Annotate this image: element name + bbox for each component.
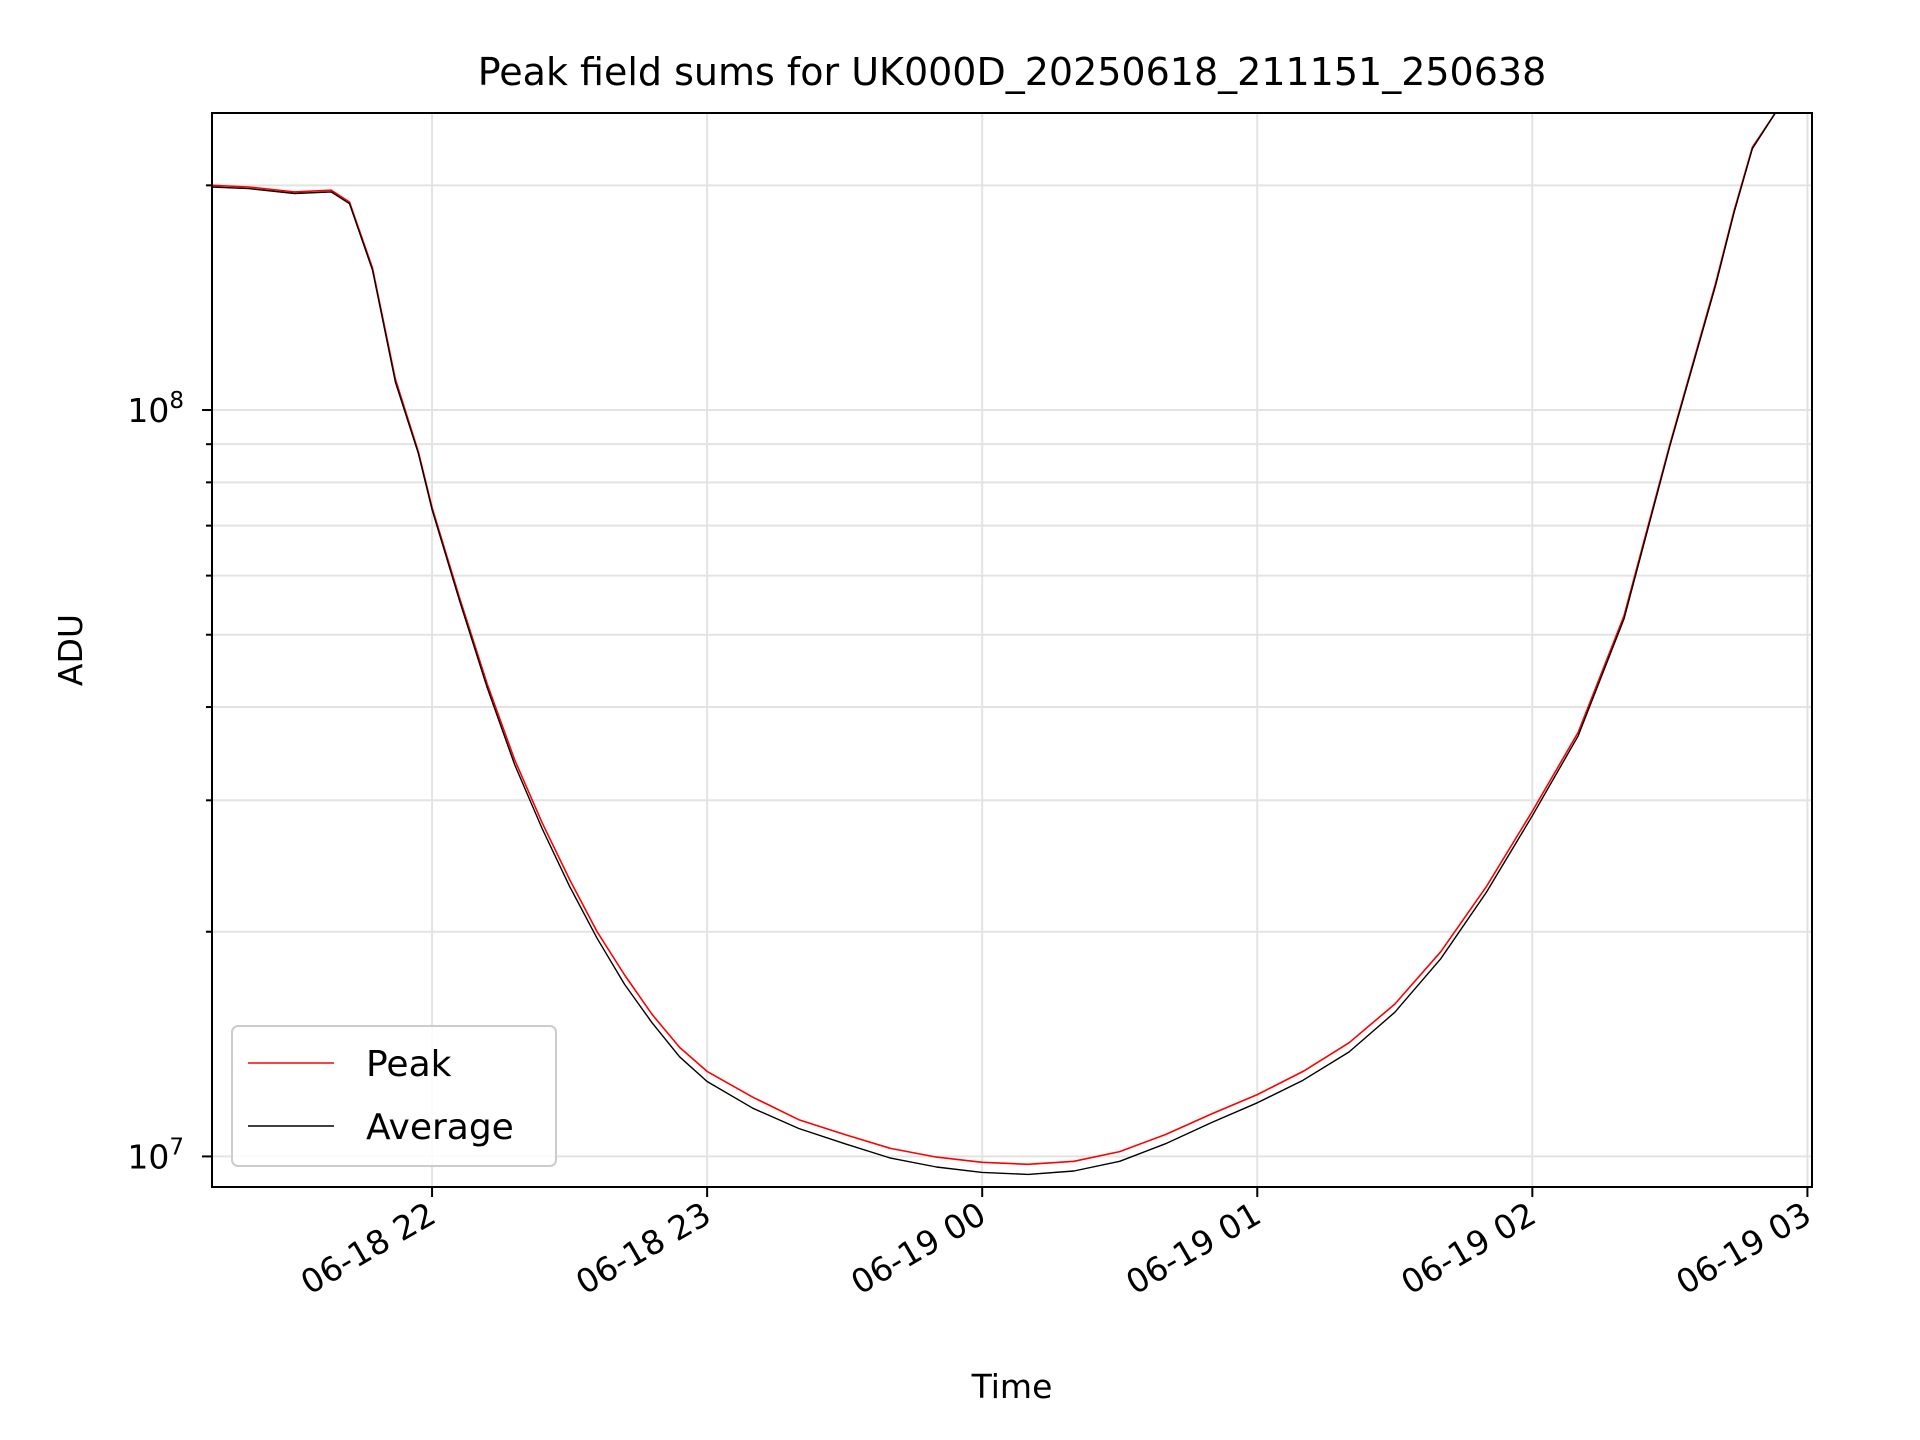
chart-title: Peak field sums for UK000D_20250618_2111…: [478, 50, 1547, 94]
series-line-average: [211, 112, 1812, 1176]
legend: Peak Average: [231, 1025, 557, 1167]
legend-label-peak: Peak: [366, 1044, 452, 1085]
y-tick-label: 108: [127, 388, 184, 430]
y-tick-label: 107: [127, 1134, 184, 1176]
grid-lines: [212, 113, 1812, 1187]
y-axis-label: ADU: [51, 614, 90, 686]
plot-series: [211, 112, 1812, 1176]
legend-label-average: Average: [366, 1107, 514, 1148]
x-axis-label: Time: [971, 1367, 1053, 1406]
plot-frame: [211, 112, 1813, 1188]
legend-box: [231, 1025, 557, 1167]
